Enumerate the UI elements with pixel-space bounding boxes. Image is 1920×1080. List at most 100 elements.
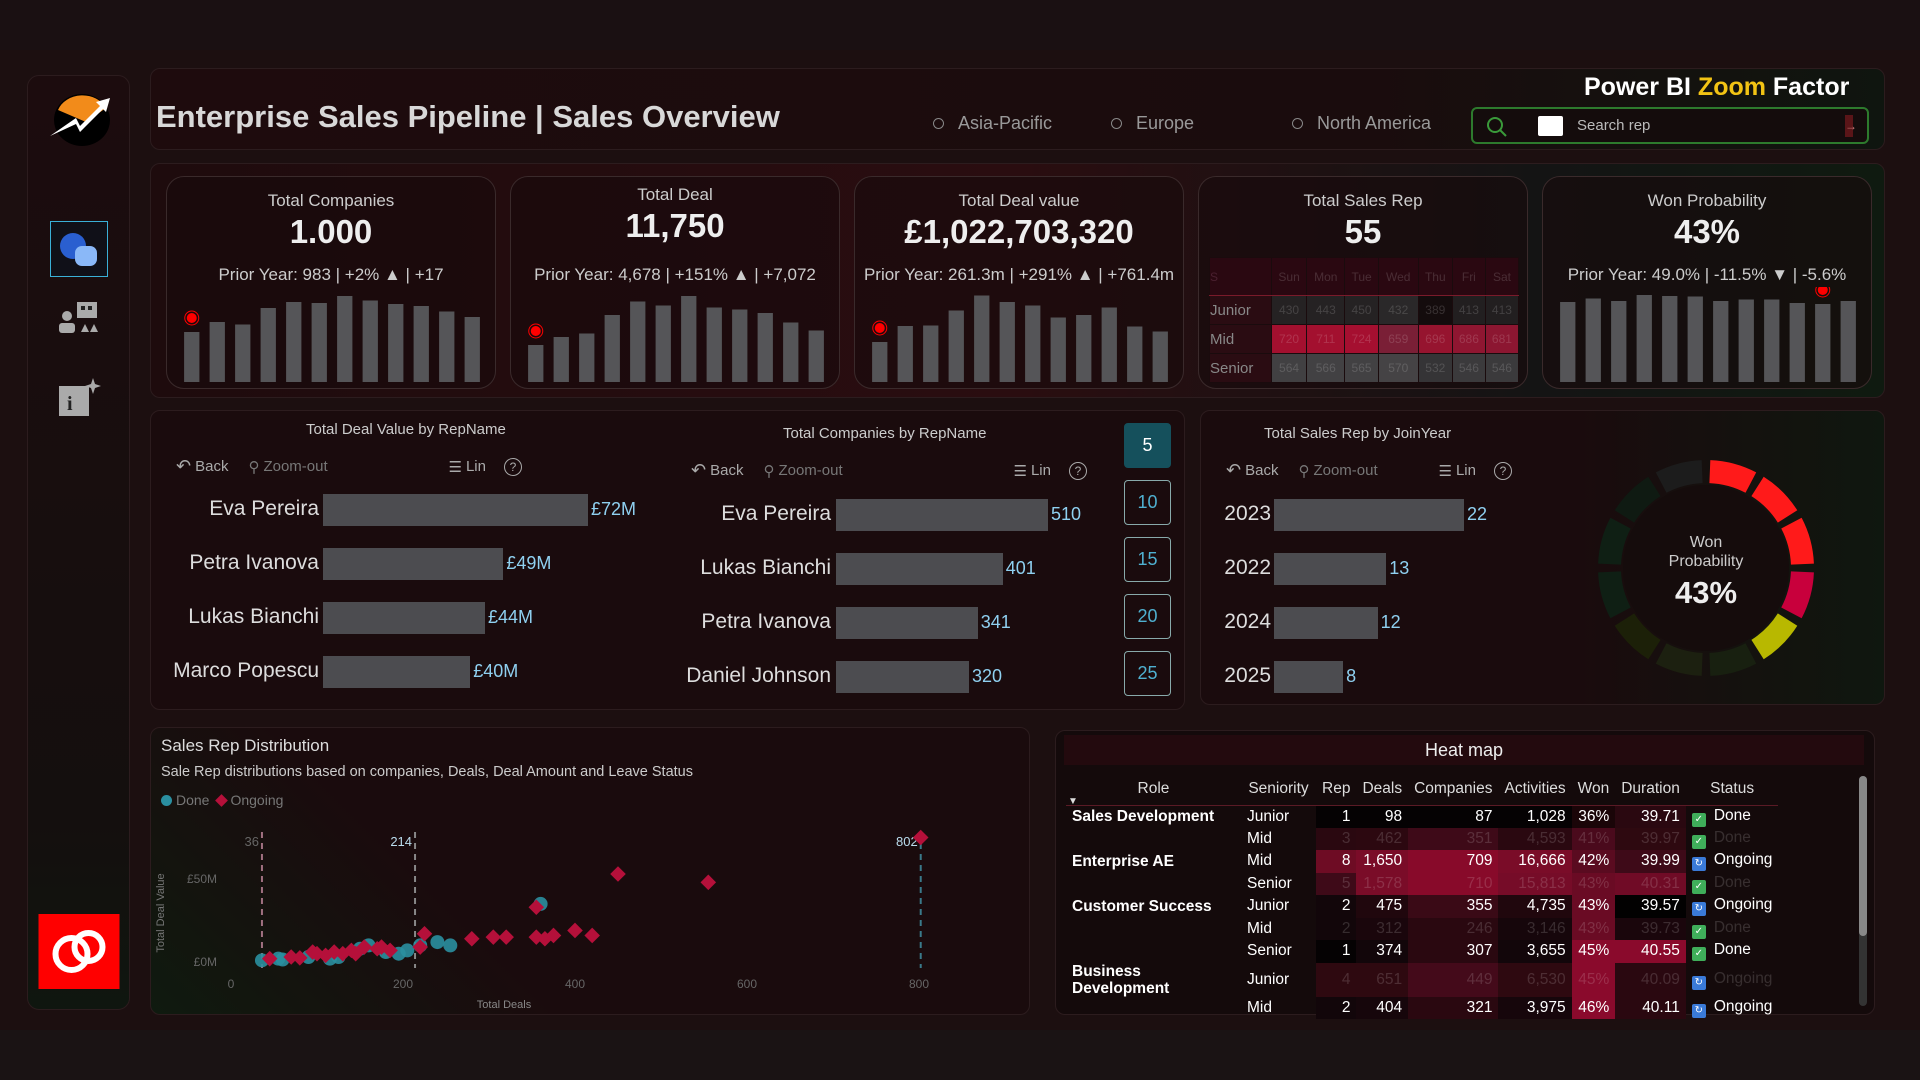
column-header[interactable]: Status xyxy=(1685,773,1779,806)
scatter-point-ongoing[interactable] xyxy=(567,922,583,939)
region-radio-europe[interactable]: Europe xyxy=(1111,113,1194,134)
search-submit-arrow-icon[interactable]: → xyxy=(1845,115,1857,137)
zoom-factor-logo-icon[interactable] xyxy=(38,914,119,989)
scatter-point-ongoing[interactable] xyxy=(464,930,480,947)
cell-duration: 39.73 xyxy=(1615,917,1686,940)
scatter-point-ongoing[interactable] xyxy=(485,929,502,945)
region-radio-north-america[interactable]: North America xyxy=(1292,113,1431,134)
scatter-point-ongoing[interactable] xyxy=(528,899,545,915)
gauge-segment xyxy=(1709,460,1757,493)
logo-trend-icon[interactable] xyxy=(46,88,112,153)
bar[interactable] xyxy=(323,602,485,634)
help-icon[interactable]: ? xyxy=(1494,461,1512,480)
chart-toolbar: ↶ Back ⚲ Zoom-out ☰ Lin? xyxy=(1226,460,1516,481)
column-header[interactable]: Deals xyxy=(1356,773,1409,806)
sparkline-bar xyxy=(1050,317,1066,382)
linear-scale-toggle[interactable]: ☰ Lin xyxy=(448,458,486,476)
sparkline-bar xyxy=(681,296,697,382)
column-header[interactable]: Won xyxy=(1571,773,1616,806)
bar[interactable] xyxy=(836,553,1003,585)
table-scrollbar-thumb[interactable] xyxy=(1859,776,1867,936)
table-row[interactable]: Senior 1 374 307 3,655 45% 40.55 ✓ Done xyxy=(1066,940,1778,963)
cell-activities: 1,028 xyxy=(1498,805,1572,828)
column-header[interactable]: Seniority xyxy=(1241,773,1316,806)
help-icon[interactable]: ? xyxy=(1069,461,1087,480)
scatter-point-done[interactable] xyxy=(430,935,445,950)
top-n-button-10[interactable]: 10 xyxy=(1124,480,1171,525)
heatmap-header-row: Role ▼ Seniority Rep Deals Companies Activitie… xyxy=(1066,773,1779,807)
top-n-button-15[interactable]: 15 xyxy=(1124,537,1171,582)
scatter-point-ongoing[interactable] xyxy=(498,929,514,945)
cell-companies: 709 xyxy=(1408,850,1499,873)
table-scrollbar-track[interactable] xyxy=(1859,776,1867,1006)
bar-category-label: Marco Popescu xyxy=(173,659,319,682)
back-button[interactable]: ↶ Back xyxy=(176,456,229,476)
table-row[interactable]: Sales Development Junior 1 98 87 1,028 36% 39.7… xyxy=(1066,805,1778,828)
matrix-day-header: Wed xyxy=(1377,257,1419,296)
bar[interactable] xyxy=(836,661,970,693)
column-header[interactable]: Companies xyxy=(1408,773,1499,806)
cell-rep: 2 xyxy=(1316,996,1357,1019)
sparkline-bar xyxy=(1076,315,1092,382)
table-row[interactable]: Mid 2 312 246 3,146 43% 39.73 ✓ Done xyxy=(1066,917,1778,940)
bar[interactable] xyxy=(1274,661,1344,693)
info-icon[interactable]: i xyxy=(57,376,101,423)
cell-seniority: Junior xyxy=(1247,897,1290,915)
bar[interactable] xyxy=(1274,553,1387,585)
linear-scale-toggle[interactable]: ☰ Lin xyxy=(1013,462,1051,480)
sort-desc-icon: ▼ xyxy=(1068,795,1078,807)
back-button[interactable]: ↶ Back xyxy=(691,460,744,480)
zoom-out-button[interactable]: ⚲ Zoom-out xyxy=(763,462,843,480)
region-radio-asia-pacific[interactable]: Asia-Pacific xyxy=(933,113,1052,134)
cell-deals: 651 xyxy=(1356,962,1409,997)
gauge-segment xyxy=(1598,517,1631,565)
low-marker-ring xyxy=(184,310,200,326)
top-n-button-20[interactable]: 20 xyxy=(1124,594,1171,639)
scatter-point-done[interactable] xyxy=(400,943,415,958)
overview-nav-button[interactable] xyxy=(49,221,108,277)
back-button[interactable]: ↶ Back xyxy=(1226,460,1279,480)
column-header[interactable]: Role ▼ xyxy=(1066,773,1241,807)
bar[interactable] xyxy=(1274,607,1378,639)
linear-scale-toggle[interactable]: ☰ Lin xyxy=(1438,462,1476,480)
column-header[interactable]: Rep xyxy=(1316,773,1357,806)
scatter-point-ongoing[interactable] xyxy=(416,926,433,942)
column-header[interactable]: Activities xyxy=(1498,773,1572,806)
scatter-point-done[interactable] xyxy=(443,938,458,953)
gauge-value: 43% xyxy=(1674,575,1738,610)
table-row[interactable]: Senior 5 1,578 710 15,813 43% 40.31 ✓ Done xyxy=(1066,872,1778,895)
bar[interactable] xyxy=(323,494,588,526)
cell-activities: 3,146 xyxy=(1498,917,1572,940)
zoom-out-button[interactable]: ⚲ Zoom-out xyxy=(248,458,328,476)
zoom-out-button[interactable]: ⚲ Zoom-out xyxy=(1298,462,1378,480)
table-row[interactable]: Customer Success Junior 2 475 355 4,735 43% 39.… xyxy=(1066,895,1778,918)
bar[interactable] xyxy=(836,499,1048,531)
search-checkbox[interactable] xyxy=(1538,116,1563,136)
scatter-point-ongoing[interactable] xyxy=(292,950,308,966)
table-row[interactable]: Enterprise AE Mid 8 1,650 709 16,666 42% 39.99 ↻… xyxy=(1066,850,1778,873)
top-n-button-5[interactable]: 5 xyxy=(1124,423,1171,468)
scatter-point-ongoing[interactable] xyxy=(610,866,626,882)
cell-role: Customer Success xyxy=(1072,897,1212,915)
bar[interactable] xyxy=(323,548,504,580)
table-row[interactable]: Business Development Junior 4 651 449 6,530 45… xyxy=(1066,962,1778,997)
top-n-button-25[interactable]: 25 xyxy=(1124,651,1171,696)
search-input[interactable]: Search rep xyxy=(1577,117,1651,134)
bar[interactable] xyxy=(323,656,471,688)
table-row[interactable]: Mid 3 462 351 4,593 41% 39.97 ✓ Done xyxy=(1066,827,1778,850)
scatter-point-ongoing[interactable] xyxy=(700,874,717,891)
column-header[interactable]: Duration xyxy=(1615,773,1686,806)
bar-category-label: Eva Pereira xyxy=(721,502,831,525)
cell-activities: 4,735 xyxy=(1498,895,1572,918)
search-rep-box[interactable]: Search rep → xyxy=(1471,107,1869,144)
table-row[interactable]: Mid 2 404 321 3,975 46% 40.11 ↻ Ongoing xyxy=(1066,996,1778,1019)
help-icon[interactable]: ? xyxy=(504,457,522,476)
scatter-point-ongoing[interactable] xyxy=(584,927,600,944)
kpi-value: 11,750 xyxy=(625,207,725,244)
x-tick-label: 400 xyxy=(565,977,585,991)
kpi-title: Total Deal xyxy=(637,185,713,204)
bar[interactable] xyxy=(836,607,978,639)
bar[interactable] xyxy=(1274,499,1464,531)
scatter-point-ongoing[interactable] xyxy=(356,939,373,955)
team-icon[interactable] xyxy=(57,298,101,343)
